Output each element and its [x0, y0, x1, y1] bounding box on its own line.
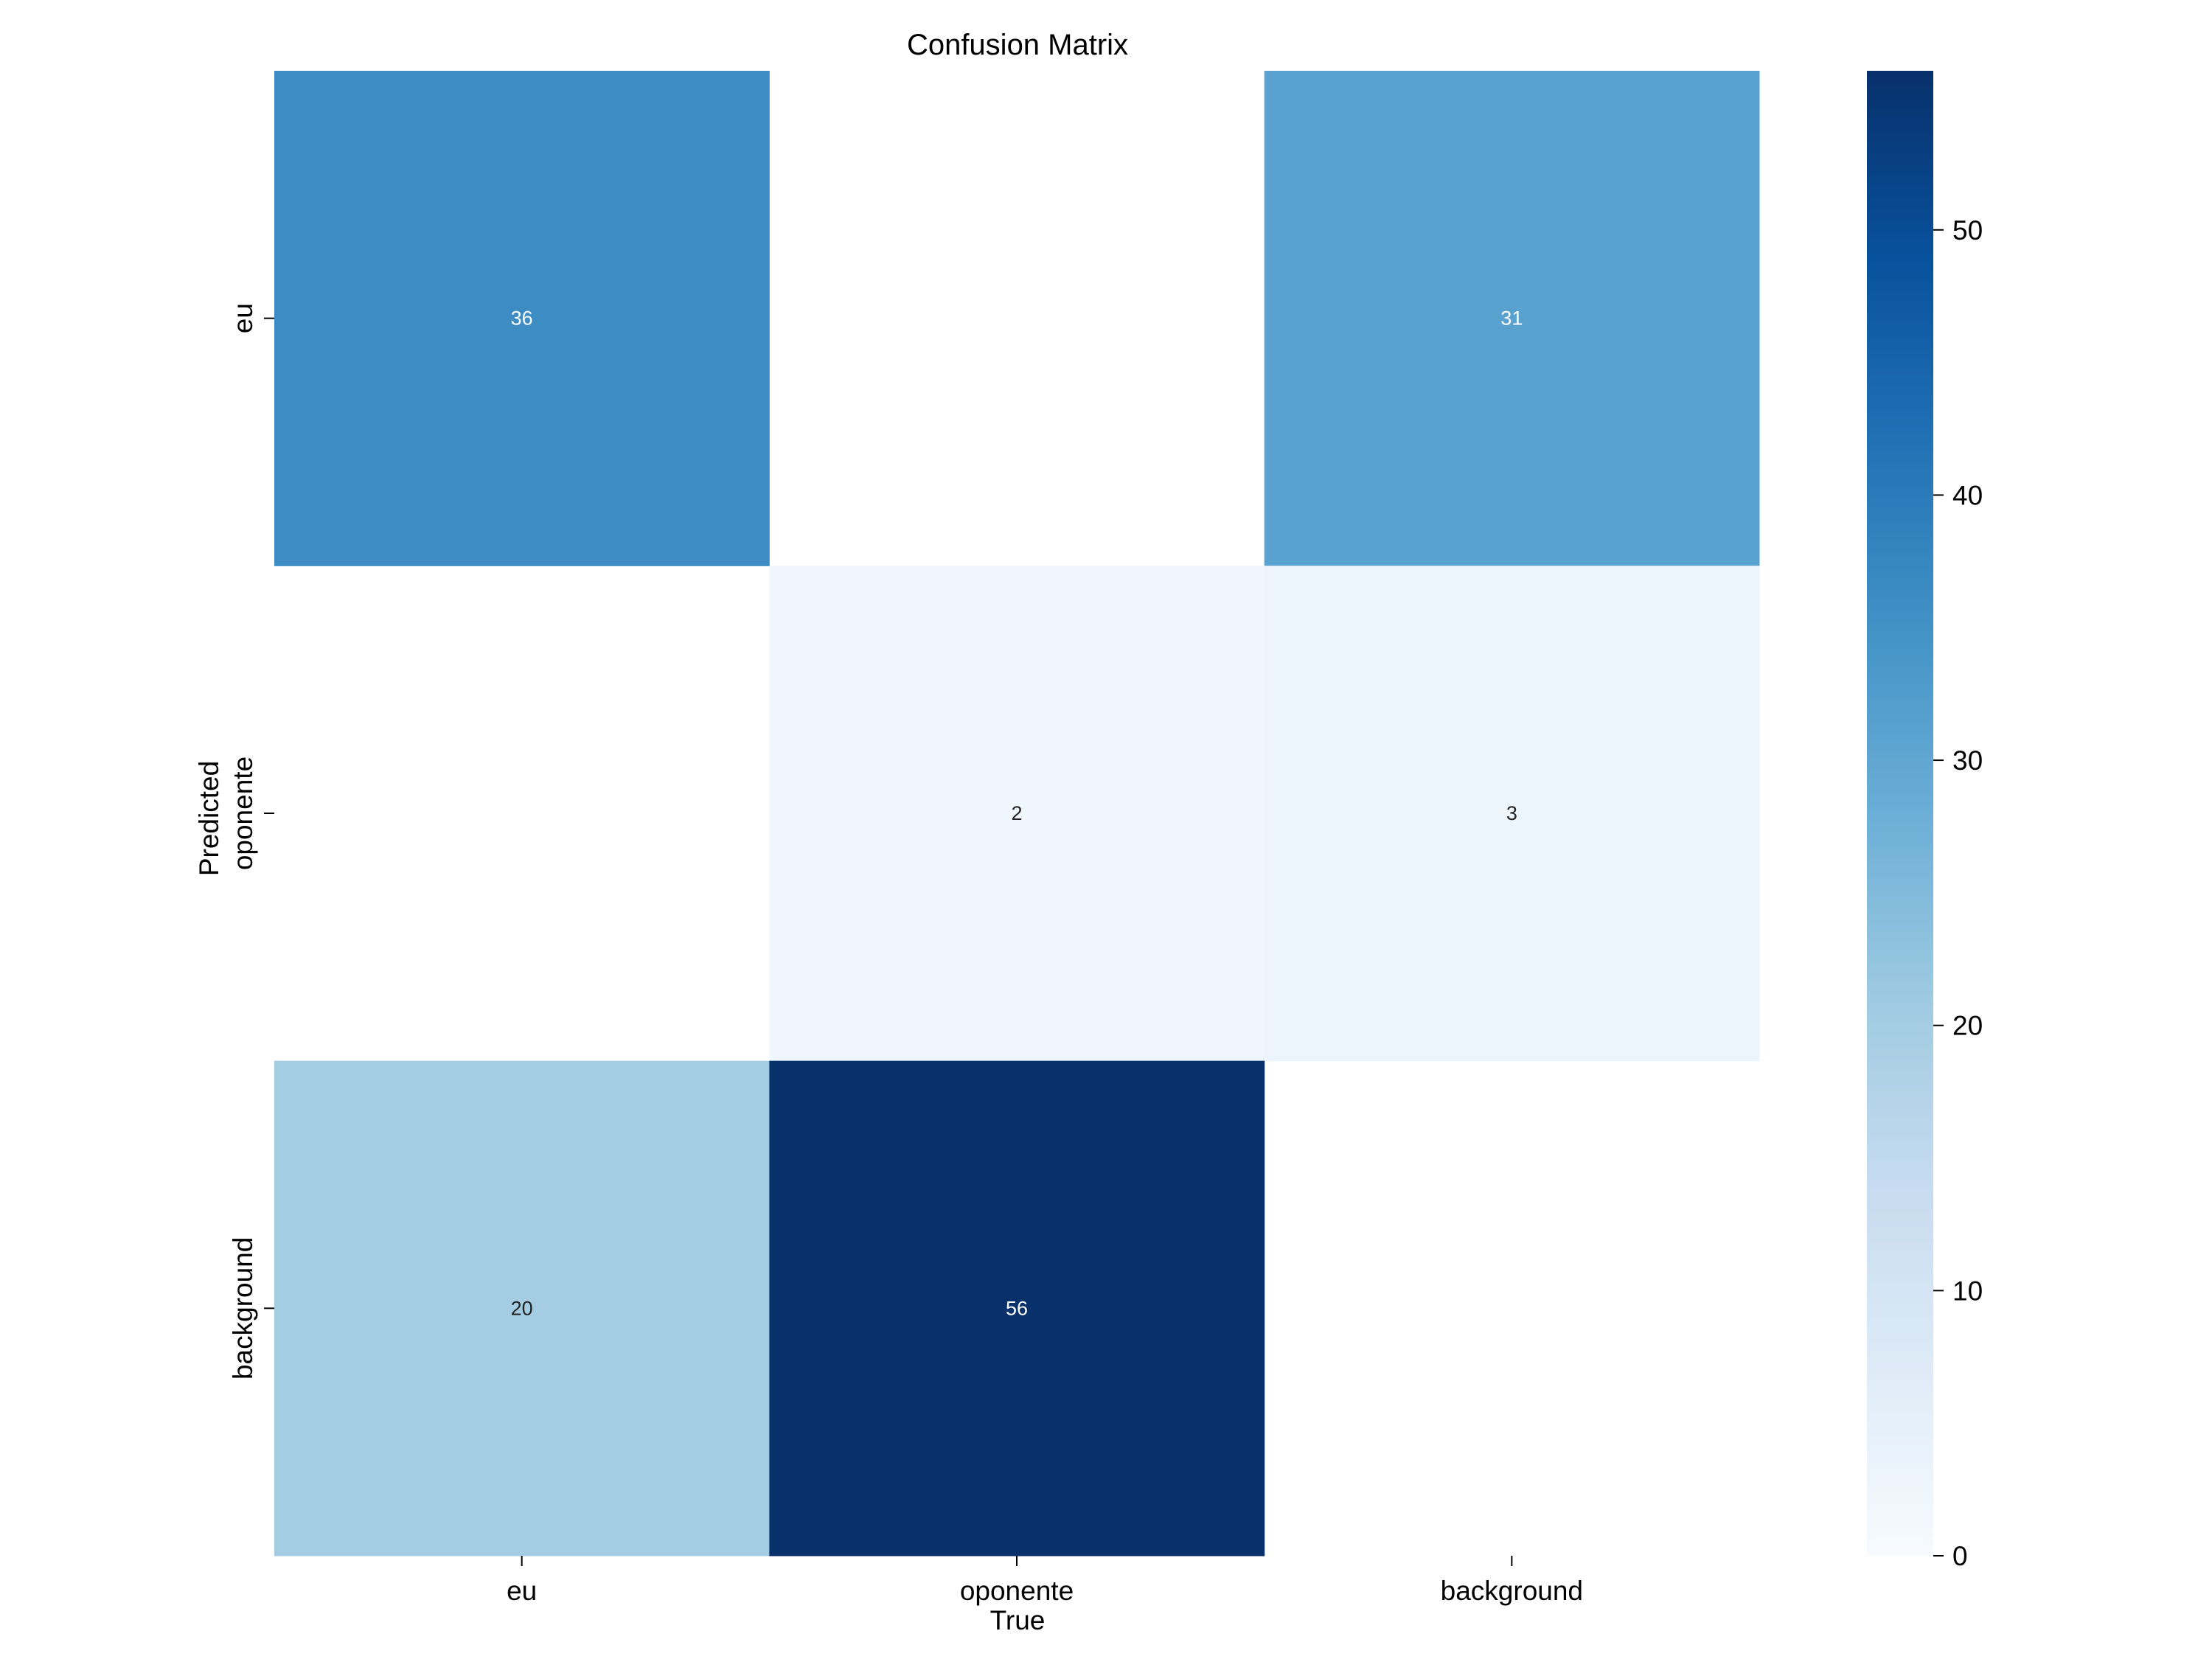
colorbar-tick-label-4: 40 — [1952, 480, 1983, 510]
y-tick-label-0: eu — [228, 303, 258, 333]
x-tick-label-1: oponente — [960, 1576, 1074, 1606]
y-axis-ticks: eu oponente background — [228, 303, 274, 1380]
cell-value-label-0-2: 31 — [1500, 307, 1523, 330]
heatmap-cell-1-1 — [769, 566, 1265, 1062]
x-tick-label-0: eu — [507, 1576, 537, 1606]
cell-value-label-1-2: 3 — [1506, 802, 1517, 824]
colorbar-tick-label-3: 30 — [1952, 745, 1983, 776]
chart-title: Confusion Matrix — [907, 29, 1128, 61]
heatmap-cell-1-2 — [1264, 566, 1760, 1062]
colorbar-tick-label-0: 0 — [1952, 1541, 1968, 1571]
heatmap-cells — [274, 71, 1760, 1557]
heatmap-cell-labels: 36 31 2 3 20 56 — [511, 307, 1523, 1320]
colorbar-tick-label-2: 20 — [1952, 1011, 1983, 1041]
heatmap-cell-2-0 — [274, 1060, 770, 1557]
cell-value-label-2-1: 56 — [1006, 1297, 1028, 1319]
x-axis-label: True — [990, 1605, 1046, 1635]
y-tick-label-1: oponente — [228, 757, 258, 870]
colorbar — [1867, 71, 1933, 1556]
y-axis-label: Predicted — [194, 761, 224, 876]
y-tick-label-2: background — [228, 1237, 258, 1380]
heatmap-cell-0-0 — [274, 71, 770, 566]
x-axis-ticks: eu oponente background — [507, 1556, 1583, 1606]
colorbar-ticks: 0 10 20 30 40 50 — [1933, 215, 1983, 1571]
x-tick-label-2: background — [1441, 1576, 1583, 1606]
colorbar-tick-label-5: 50 — [1952, 215, 1983, 246]
cell-value-label-2-0: 20 — [511, 1297, 533, 1319]
heatmap-cell-0-2 — [1264, 71, 1760, 566]
cell-value-label-0-0: 36 — [511, 307, 533, 330]
heatmap-cell-2-1 — [769, 1060, 1265, 1557]
cell-value-label-1-1: 2 — [1011, 802, 1022, 824]
colorbar-tick-label-1: 10 — [1952, 1276, 1983, 1306]
